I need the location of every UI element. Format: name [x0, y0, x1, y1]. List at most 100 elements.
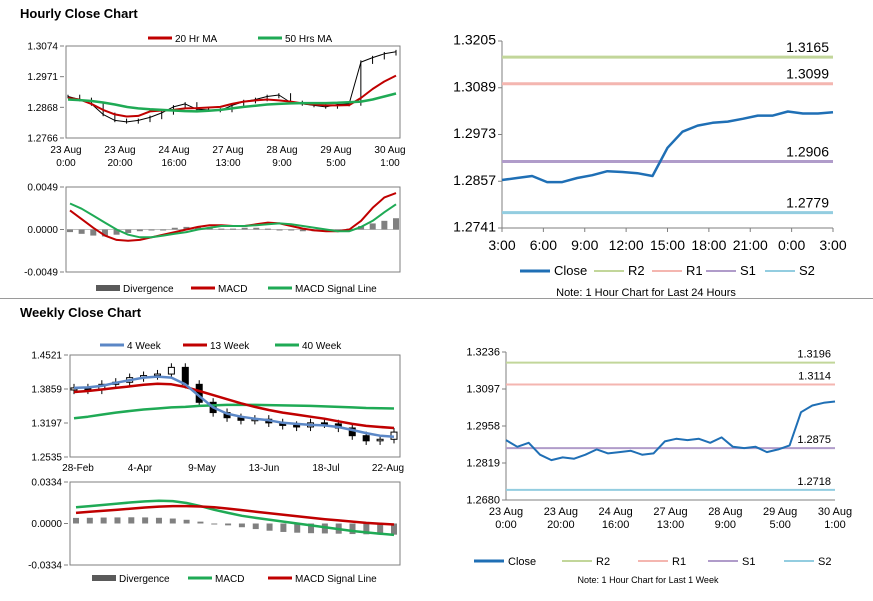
weekly-divergence-bar [377, 523, 384, 535]
hourly-price-xtick: 24 Aug [158, 145, 189, 156]
hourly-divergence-bar [113, 229, 120, 235]
hourly-divergence-bar [67, 229, 73, 233]
hourly-24h-level-label: 1.3165 [786, 39, 829, 55]
hourly-24h-xtick: 21:00 [733, 237, 768, 253]
hourly-macd-ytick: 0.0049 [27, 183, 58, 194]
hourly-price-xtick: 5:00 [326, 158, 346, 169]
hourly-legend-ma20: 20 Hr MA [175, 34, 218, 45]
hourly-divergence-bar [195, 226, 202, 230]
hourly-price-xtick: 1:00 [380, 158, 400, 169]
hourly-legend-divergence: Divergence [123, 284, 174, 295]
weekly-1w-level-label: 1.3114 [798, 370, 831, 382]
hourly-price-xtick: 13:00 [215, 158, 240, 169]
weekly-divergence-bar [211, 523, 218, 525]
weekly-1w-ytick: 1.2958 [466, 421, 500, 433]
weekly-price-xtick: 22-Aug [372, 463, 404, 474]
weekly-1w-ytick: 1.3097 [466, 384, 500, 396]
hourly-ma50-line [67, 92, 397, 113]
hourly-divergence-bar [288, 229, 295, 231]
weekly-1w-xtick: 27 Aug [653, 506, 687, 518]
weekly-1w-legend-r2: R2 [596, 556, 610, 568]
weekly-1w-xtick: 29 Aug [763, 506, 797, 518]
weekly-legend-4w: 4 Week [127, 341, 162, 352]
hourly-price-xtick: 27 Aug [212, 145, 243, 156]
hourly-divergence-bar [241, 227, 248, 230]
hourly-price-ytick: 1.2868 [27, 103, 58, 114]
hourly-ma20-line [67, 74, 397, 118]
weekly-macd-ytick: 0.0000 [31, 519, 62, 530]
weekly-divergence-bar [169, 518, 176, 524]
weekly-price-xtick: 9-May [188, 463, 216, 474]
hourly-section-title: Hourly Close Chart [20, 6, 138, 21]
weekly-divergence-bar [225, 523, 232, 526]
hourly-24h-level-label: 1.3099 [786, 66, 829, 82]
weekly-1w-xtick: 20:00 [547, 519, 575, 531]
weekly-candle-body [293, 424, 301, 428]
weekly-1w-xtick: 28 Aug [708, 506, 742, 518]
weekly-divergence-bar [391, 523, 397, 535]
weekly-macd-frame [69, 481, 401, 566]
hourly-price-xtick: 30 Aug [374, 145, 405, 156]
hourly-divergence-bar [101, 229, 108, 237]
weekly-price-ytick: 1.3197 [31, 419, 62, 430]
section-divider [0, 298, 873, 299]
weekly-1w-legend-s1: S1 [742, 556, 755, 568]
hourly-price-xtick: 20:00 [107, 158, 132, 169]
weekly-1w-xtick: 16:00 [602, 519, 630, 531]
hourly-divergence-bar [334, 229, 341, 231]
weekly-1w-xtick: 13:00 [657, 519, 685, 531]
weekly-1w-note: Note: 1 Hour Chart for Last 1 Week [578, 575, 719, 585]
hourly-24h-ytick: 1.2973 [453, 125, 496, 141]
hourly-24h-xtick: 15:00 [650, 237, 685, 253]
weekly-candle-body [181, 366, 189, 385]
hourly-divergence-bar [299, 229, 306, 232]
hourly-legend-divergence-swatch [96, 285, 120, 291]
weekly-divergence-bar [294, 523, 301, 533]
hourly-24h-xtick: 3:00 [819, 237, 846, 253]
weekly-price-ytick: 1.2535 [31, 453, 62, 464]
weekly-price-xtick: 13-Jun [249, 463, 280, 474]
weekly-1w-ytick: 1.2819 [466, 458, 500, 470]
weekly-1w-xtick: 30 Aug [818, 506, 852, 518]
weekly-divergence-bar [197, 521, 204, 524]
hourly-divergence-bar [148, 229, 155, 231]
weekly-price-frame [69, 354, 401, 458]
weekly-1w-level-label: 1.2718 [797, 476, 831, 488]
hourly-legend-macd: MACD [218, 284, 247, 295]
hourly-24h-note: Note: 1 Hour Chart for Last 24 Hours [556, 287, 736, 299]
weekly-candle-body [376, 438, 384, 442]
hourly-legend-ma50: 50 Hrs MA [285, 34, 333, 45]
weekly-divergence-bar [321, 523, 328, 534]
hourly-macd-ytick: 0.0000 [27, 225, 58, 236]
weekly-price-xtick: 4-Apr [128, 463, 153, 474]
hourly-24h-ytick: 1.3205 [453, 32, 496, 48]
hourly-24h-level-label: 1.2779 [786, 195, 829, 211]
weekly-1w-legend-s2: S2 [818, 556, 831, 568]
hourly-divergence-bar [276, 229, 283, 231]
hourly-divergence-bar [125, 229, 132, 233]
weekly-candle-body [362, 435, 370, 442]
hourly-price-xtick: 16:00 [161, 158, 186, 169]
weekly-legend-macd: MACD [215, 574, 244, 585]
weekly-1w-xtick: 0:00 [495, 519, 516, 531]
hourly-24h-xtick: 9:00 [571, 237, 598, 253]
hourly-24h-legend-s1: S1 [740, 263, 756, 278]
weekly-price-ytick: 1.3859 [31, 385, 62, 396]
hourly-divergence-bar [78, 229, 85, 234]
weekly-legend-13w: 13 Week [210, 341, 250, 352]
weekly-divergence-bar [183, 519, 190, 524]
weekly-divergence-bar [308, 523, 315, 534]
hourly-24h-xtick: 12:00 [609, 237, 644, 253]
weekly-divergence-bar [252, 523, 259, 530]
weekly-price-ytick: 1.4521 [31, 351, 62, 362]
hourly-divergence-bar [369, 223, 376, 230]
hourly-24h-xtick: 3:00 [488, 237, 515, 253]
weekly-legend-signal: MACD Signal Line [295, 574, 377, 585]
weekly-divergence-bar [142, 517, 149, 524]
weekly-divergence-bar [363, 523, 370, 535]
weekly-divergence-bar [238, 523, 245, 528]
weekly-price-xtick: 18-Jul [312, 463, 339, 474]
hourly-24h-xtick: 0:00 [778, 237, 805, 253]
hourly-24h-legend-close: Close [554, 263, 587, 278]
